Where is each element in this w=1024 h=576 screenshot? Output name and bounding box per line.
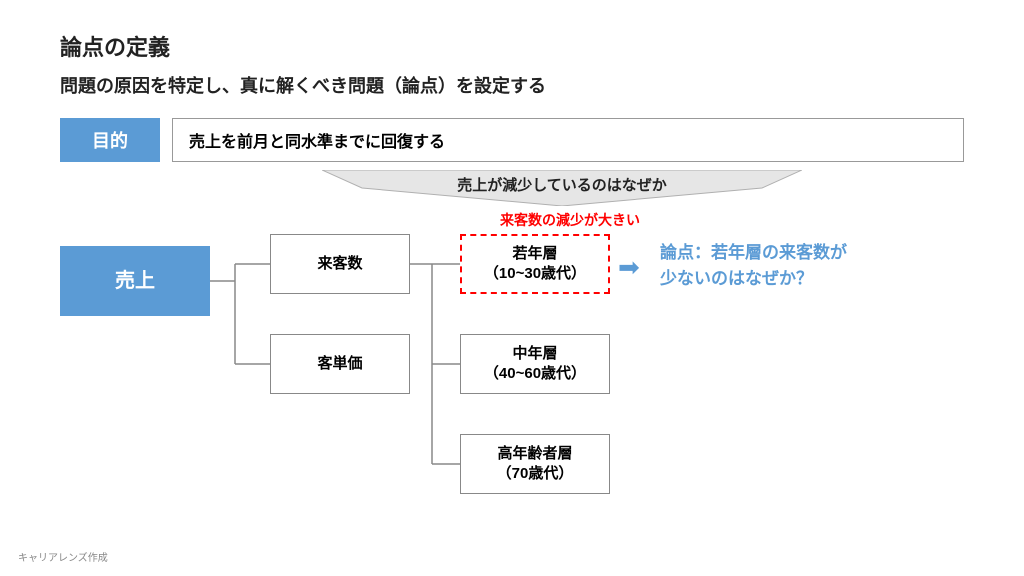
banner-question: 売上が減少しているのはなぜか [322,174,802,195]
conclusion-line1: 論点：若年層の来客数が [660,243,847,262]
tree-node-senior-l1: 高年齢者層 [497,444,572,464]
tree-node-young-l2: （10~30歳代） [484,264,586,284]
page-subtitle: 問題の原因を特定し、真に解くべき問題（論点）を設定する [60,72,964,98]
footer-credit: キャリアレンズ作成 [18,549,108,564]
callout-row: 来客数の減少が大きい [500,210,964,230]
conclusion-text: 論点：若年層の来客数が 少ないのはなぜか？ [660,240,847,291]
tree-root-node: 売上 [60,246,210,316]
tree-node-senior: 高年齢者層 （70歳代） [460,434,610,494]
tree-node-young: 若年層 （10~30歳代） [460,234,610,294]
tree-diagram: 売上 来客数 客単価 若年層 （10~30歳代） 中年層 （40~60歳代） 高… [60,234,960,554]
tree-node-young-l1: 若年層 [512,244,557,264]
tree-node-middle-l1: 中年層 [512,344,557,364]
page-title: 論点の定義 [60,30,964,62]
tree-node-middle: 中年層 （40~60歳代） [460,334,610,394]
arrow-right-icon: ➡ [618,252,640,283]
tree-node-unitprice: 客単価 [270,334,410,394]
tree-node-visitors: 来客数 [270,234,410,294]
objective-row: 目的 売上を前月と同水準までに回復する [60,118,964,162]
objective-label: 目的 [60,118,160,162]
tree-node-middle-l2: （40~60歳代） [484,364,586,384]
down-arrow-banner: 売上が減少しているのはなぜか [322,170,802,206]
objective-text: 売上を前月と同水準までに回復する [172,118,964,162]
tree-node-senior-l2: （70歳代） [497,464,574,484]
callout-text: 来客数の減少が大きい [500,210,640,230]
conclusion-line2: 少ないのはなぜか？ [660,269,813,288]
banner-row: 売上が減少しているのはなぜか [160,170,964,206]
